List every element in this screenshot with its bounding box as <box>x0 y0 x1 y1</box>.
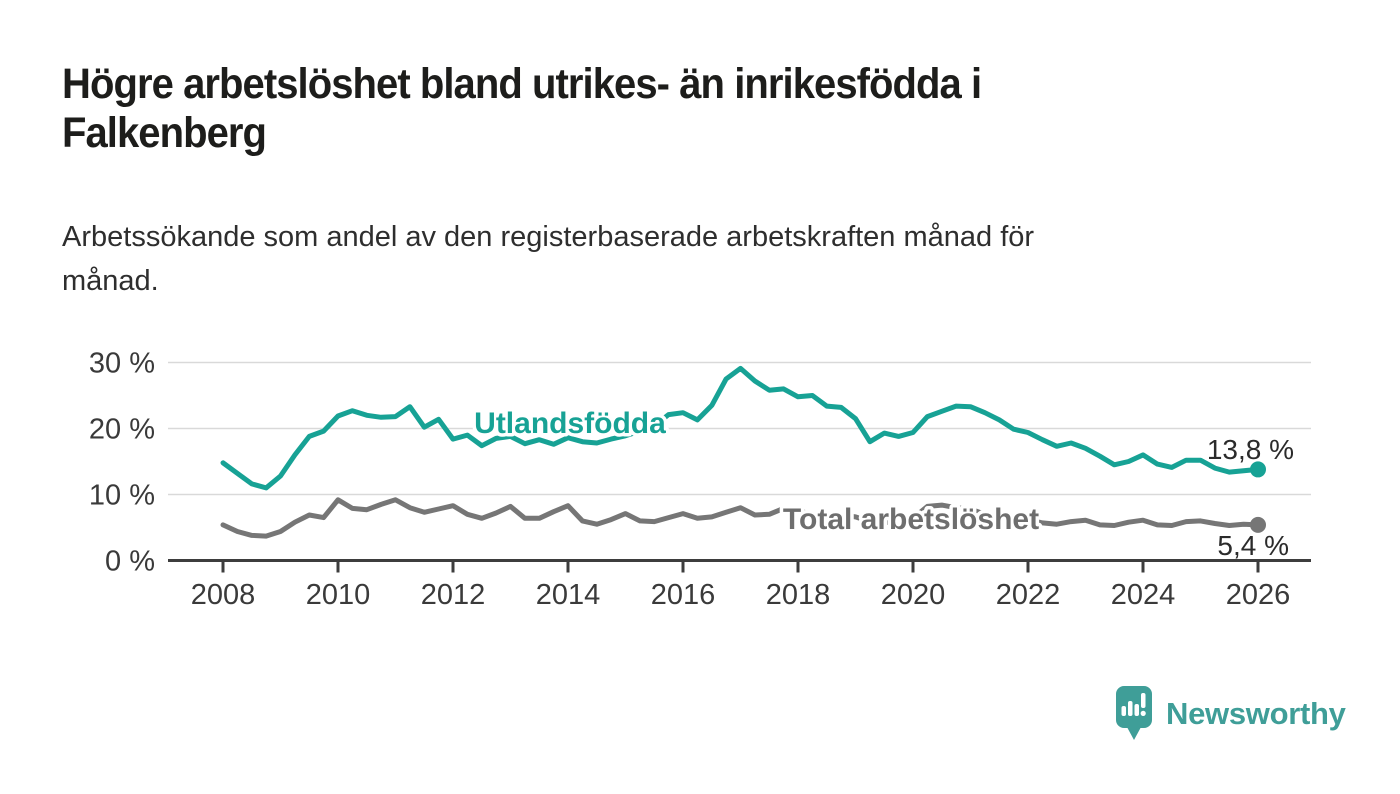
y-axis-label-20: 20 % <box>89 414 155 446</box>
series-end-label-utlandsfodda: 13,8 % <box>1207 434 1294 465</box>
newsworthy-logo-icon <box>1116 686 1152 740</box>
x-axis-label-2012: 2012 <box>421 579 486 611</box>
y-axis-label-10: 10 % <box>89 480 155 512</box>
x-axis-label-2024: 2024 <box>1111 579 1176 611</box>
logo-exclamation-dot <box>1140 710 1146 716</box>
y-axis-label-30: 30 % <box>89 348 155 380</box>
chart-subtitle-line-2: månad. <box>62 264 159 297</box>
newsworthy-logo: Newsworthy <box>1115 684 1346 744</box>
x-axis-label-2022: 2022 <box>996 579 1061 611</box>
x-axis-label-2008: 2008 <box>191 579 256 611</box>
x-axis-label-2020: 2020 <box>881 579 946 611</box>
series-end-dot-utlandsfodda <box>1250 461 1266 478</box>
logo-bar-3 <box>1134 704 1139 716</box>
newsworthy-logo-text: Newsworthy <box>1166 696 1346 731</box>
page-title: Högre arbetslöshet bland utrikes- än inr… <box>62 60 1215 159</box>
series-end-dot-total-arbetsloshet <box>1250 516 1266 533</box>
chart-subtitle-line-1: Arbetssökande som andel av den registerb… <box>62 221 1035 253</box>
series-label-total-arbetsloshet: Total arbetslöshet <box>783 503 1039 536</box>
series-line-utlandsfodda <box>220 365 1261 491</box>
page-title-line-2: Falkenberg <box>62 109 267 158</box>
x-axis-label-2018: 2018 <box>766 579 831 611</box>
series-end-label-total-arbetsloshet: 5,4 % <box>1217 530 1289 561</box>
x-axis-label-2014: 2014 <box>536 579 601 611</box>
x-axis-label-2016: 2016 <box>651 579 716 611</box>
logo-bubble-shape <box>1116 686 1152 740</box>
series-line-total-arbetsloshet <box>220 497 1261 539</box>
chart-subtitle: Arbetssökande som andel av den registerb… <box>62 216 1302 303</box>
logo-exclamation-bar <box>1141 693 1146 708</box>
x-axis-label-2010: 2010 <box>306 579 371 611</box>
page-title-line-1: Högre arbetslöshet bland utrikes- än inr… <box>62 60 982 108</box>
series-label-utlandsfodda: Utlandsfödda <box>474 407 666 440</box>
x-axis-label-2026: 2026 <box>1226 579 1291 611</box>
y-axis-label-0: 0 % <box>105 546 155 578</box>
logo-bar-2 <box>1128 701 1133 716</box>
logo-bar-1 <box>1121 706 1126 716</box>
